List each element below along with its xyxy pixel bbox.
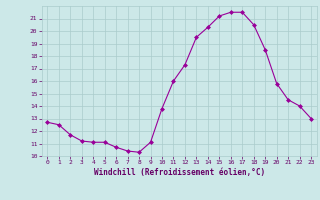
X-axis label: Windchill (Refroidissement éolien,°C): Windchill (Refroidissement éolien,°C) — [94, 168, 265, 177]
